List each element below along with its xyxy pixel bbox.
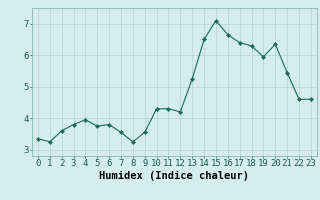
X-axis label: Humidex (Indice chaleur): Humidex (Indice chaleur): [100, 171, 249, 181]
